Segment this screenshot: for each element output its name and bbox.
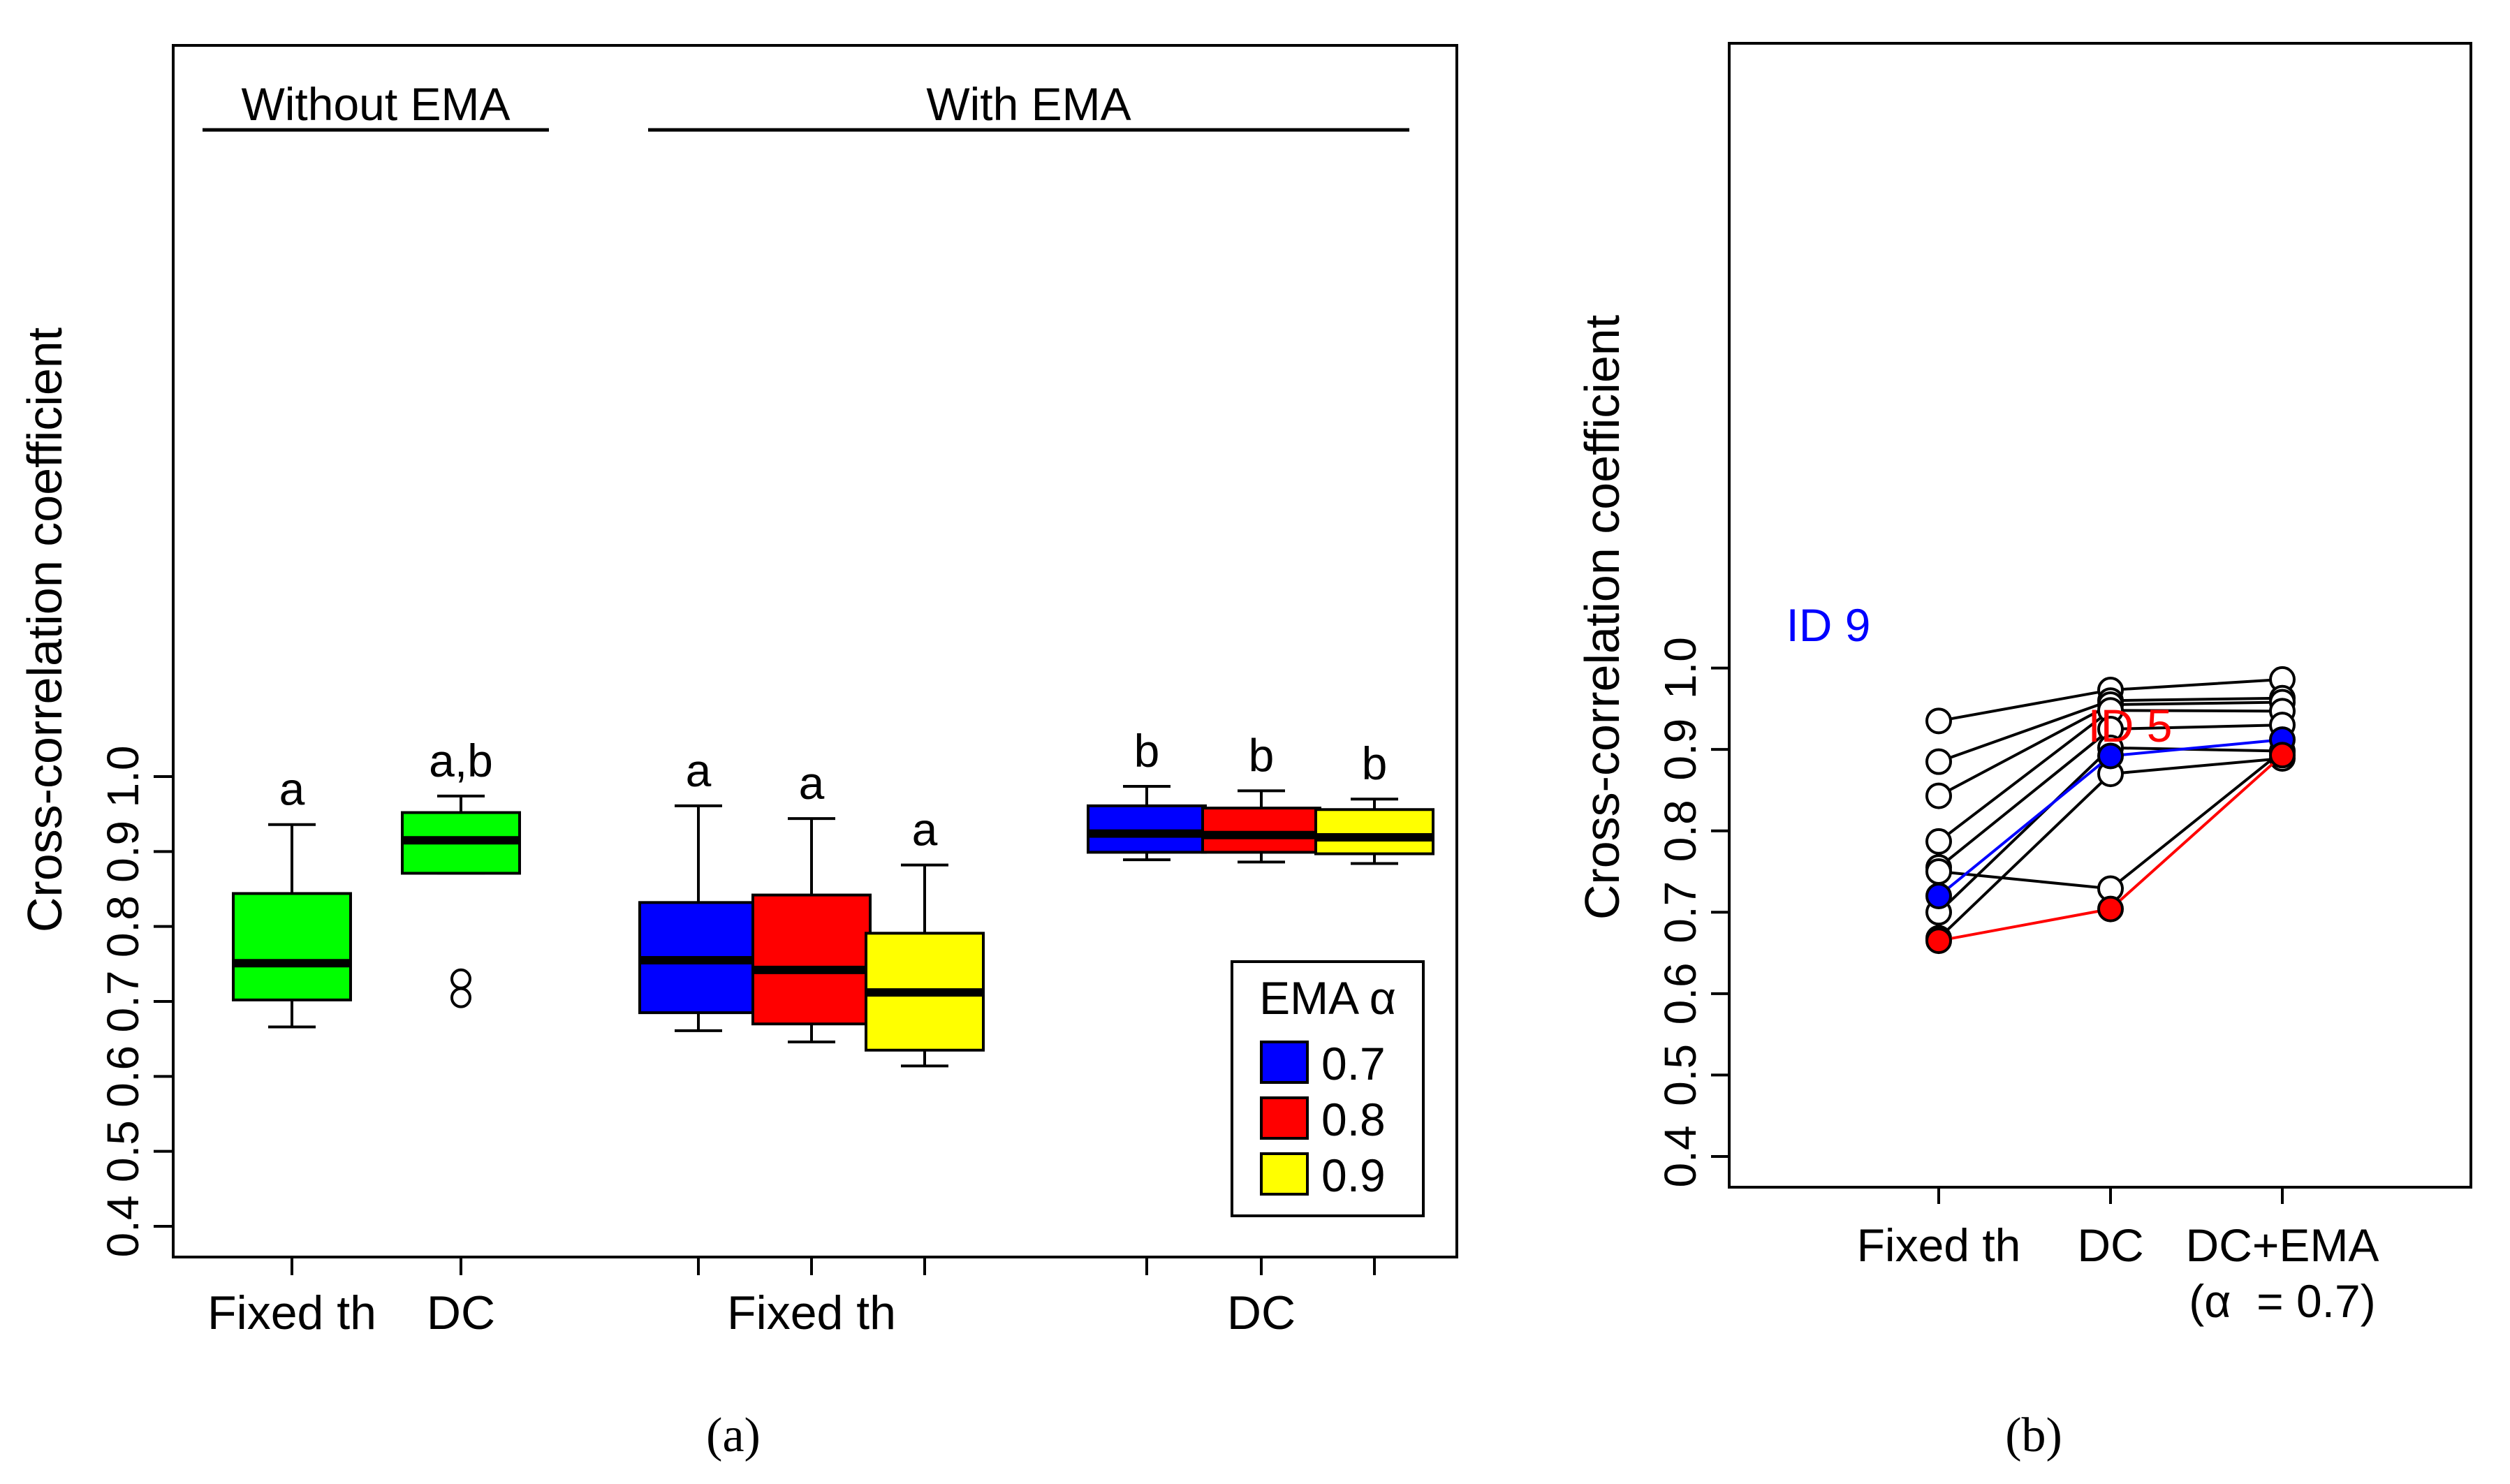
box-iqr: [751, 893, 872, 1026]
sig-letter: b: [1249, 729, 1275, 781]
a-xlabel-fixed-th: Fixed th: [207, 1286, 376, 1339]
b-xlabel-fixed-th: Fixed th: [1857, 1219, 2021, 1271]
a-ytick-label-0.9: 0.9: [98, 821, 148, 883]
series-point: [1925, 927, 1952, 955]
series-point: [2097, 895, 2124, 923]
annotation-id5: ID 5: [2087, 700, 2172, 751]
annotation-id9: ID 9: [1786, 599, 1870, 651]
a-ytick-label-1.0: 1.0: [98, 746, 148, 808]
series-point: [2097, 742, 2124, 770]
legend-label-0.9: 0.9: [1321, 1149, 1386, 1201]
a-ytick-label-0.5: 0.5: [98, 1120, 148, 1182]
a-xlabel-ema-dc: DC: [1227, 1286, 1296, 1339]
a-ytick-label-0.8: 0.8: [98, 895, 148, 957]
b-xlabel-dc: DC: [2077, 1219, 2143, 1271]
box-iqr: [232, 892, 352, 1001]
a-ytick-label-0.4: 0.4: [98, 1196, 148, 1258]
sig-letter: b: [1134, 725, 1160, 777]
panel-b-series: [1925, 666, 2296, 955]
legend-label-0.8: 0.8: [1321, 1094, 1386, 1145]
a-ytick-label-0.6: 0.6: [98, 1045, 148, 1108]
box-iqr: [1087, 804, 1207, 854]
b-ytick-label-0.8: 0.8: [1655, 800, 1705, 862]
b-ytick-label-0.5: 0.5: [1655, 1044, 1705, 1106]
box-iqr: [1201, 807, 1321, 854]
series-point: [1925, 782, 1952, 809]
panel-b-x-axis: [1937, 1187, 2284, 1204]
box-without-dc: a,b: [401, 735, 521, 1008]
legend: EMA α 0.7 0.8 0.9: [1231, 960, 1425, 1217]
panel-b: 0.4 0.5 0.6 0.7 0.8 0.9 1.0 Cross-correlation …: [1575, 42, 2472, 1462]
panel-a-boxes: a a,b a a a b b b: [232, 725, 1434, 1068]
box-ema-fixed-0.9: a: [865, 804, 985, 1068]
box-ema-fixed-0.7: a: [638, 744, 758, 1032]
legend-swatch-0.9: [1260, 1152, 1309, 1196]
box-iqr: [1314, 808, 1434, 855]
panel-a-frame: [172, 44, 1458, 1258]
panel-a-label: (a): [706, 1409, 761, 1462]
legend-swatch-0.7: [1260, 1041, 1309, 1084]
panel-a: 0.40.50.60.70.80.91.0 Cross-correlation …: [17, 44, 1458, 1462]
box-ema-dc-0.9: b: [1314, 737, 1434, 865]
sig-letter: a: [686, 744, 712, 796]
series-point: [1925, 858, 1952, 886]
with-ema-header: With EMA: [926, 78, 1131, 130]
a-xlabel-ema-fixed-th: Fixed th: [727, 1286, 896, 1339]
sig-letter: b: [1362, 737, 1388, 789]
box-without-fixed: a: [232, 763, 352, 1029]
b-ytick-label-0.6: 0.6: [1655, 962, 1705, 1024]
legend-swatch-0.8: [1260, 1096, 1309, 1140]
outlier-point: [450, 968, 471, 990]
box-ema-fixed-0.8: a: [751, 757, 872, 1043]
series-point: [2269, 742, 2296, 769]
b-xlabel-dc-ema: DC+EMA: [2186, 1219, 2379, 1271]
sig-letter: a: [912, 804, 938, 855]
panel-a-y-axis-label: Cross-correlation coefficient: [17, 328, 72, 932]
series-point: [1925, 828, 1952, 855]
panel-a-x-axis: [291, 1257, 1376, 1275]
a-xlabel-dc: DC: [427, 1286, 495, 1339]
series-id5: [1925, 742, 2296, 955]
sig-letter: a,b: [429, 735, 493, 786]
panel-b-frame: [1728, 42, 2472, 1189]
panel-a-y-axis: 0.4 0.5 0.6 0.7 0.8 0.9 1.0: [98, 746, 173, 1258]
panel-b-label: (b): [2005, 1409, 2062, 1462]
panel-b-y-axis-label: Cross-correlation coefficient: [1575, 315, 1629, 920]
series-point: [1925, 748, 1952, 775]
series-point: [1925, 882, 1952, 909]
box-ema-dc-0.7: b: [1087, 725, 1207, 862]
legend-label-0.7: 0.7: [1321, 1038, 1386, 1089]
legend-title: EMA α: [1259, 972, 1396, 1024]
b-ytick-label-0.4: 0.4: [1655, 1126, 1705, 1188]
outlier-point: [450, 987, 471, 1008]
a-ytick-label-0.7: 0.7: [98, 971, 148, 1033]
without-ema-header: Without EMA: [241, 78, 510, 130]
sig-letter: a: [799, 757, 825, 809]
b-ytick-label-0.7: 0.7: [1655, 881, 1705, 943]
sig-letter: a: [279, 763, 305, 815]
b-ytick-label-1.0: 1.0: [1655, 637, 1705, 699]
b-ytick-label-0.9: 0.9: [1655, 719, 1705, 781]
box-ema-dc-0.8: b: [1201, 729, 1321, 864]
series-point: [1925, 707, 1952, 735]
panel-b-y-axis: 0.4 0.5 0.6 0.7 0.8 0.9 1.0: [1655, 637, 1729, 1187]
b-xlabel-alpha: (α = 0.7): [2189, 1275, 2375, 1327]
